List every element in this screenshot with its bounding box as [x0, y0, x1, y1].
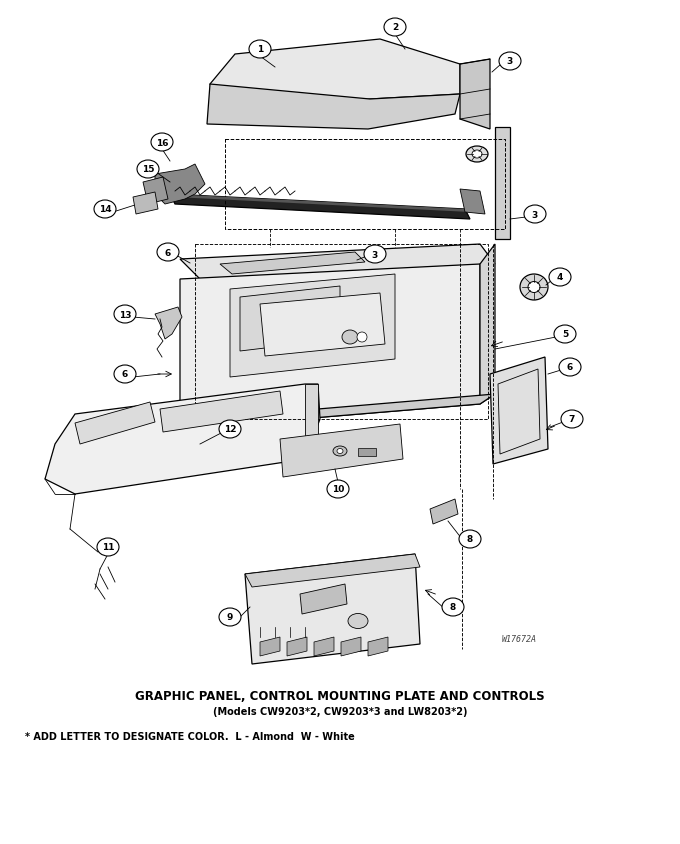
- Text: 8: 8: [467, 535, 473, 544]
- Ellipse shape: [549, 268, 571, 287]
- Text: 14: 14: [99, 205, 112, 214]
- Polygon shape: [260, 637, 280, 657]
- Polygon shape: [207, 85, 460, 130]
- Ellipse shape: [520, 274, 548, 300]
- Polygon shape: [490, 358, 548, 464]
- Polygon shape: [230, 274, 395, 377]
- Polygon shape: [495, 127, 510, 240]
- Text: (Models CW9203*2, CW9203*3 and LW8203*2): (Models CW9203*2, CW9203*3 and LW8203*2): [213, 706, 467, 717]
- Polygon shape: [75, 403, 155, 445]
- Text: 11: 11: [102, 543, 114, 552]
- Ellipse shape: [559, 359, 581, 376]
- Text: 8: 8: [450, 603, 456, 612]
- Text: 6: 6: [122, 370, 128, 379]
- Ellipse shape: [442, 598, 464, 616]
- Polygon shape: [160, 392, 283, 432]
- Text: 9: 9: [227, 613, 233, 622]
- Ellipse shape: [327, 480, 349, 499]
- Polygon shape: [155, 307, 182, 339]
- Ellipse shape: [348, 614, 368, 629]
- Polygon shape: [220, 252, 365, 274]
- Polygon shape: [180, 245, 495, 279]
- Polygon shape: [300, 584, 347, 614]
- Ellipse shape: [114, 306, 136, 323]
- Polygon shape: [245, 555, 420, 587]
- Polygon shape: [133, 192, 158, 214]
- Ellipse shape: [499, 53, 521, 71]
- Polygon shape: [314, 637, 334, 657]
- Polygon shape: [45, 385, 320, 495]
- Polygon shape: [305, 385, 318, 459]
- Ellipse shape: [97, 538, 119, 556]
- Polygon shape: [287, 637, 307, 657]
- Polygon shape: [460, 190, 485, 214]
- Ellipse shape: [342, 331, 358, 344]
- Ellipse shape: [528, 282, 540, 293]
- Ellipse shape: [554, 326, 576, 344]
- Ellipse shape: [219, 420, 241, 439]
- Ellipse shape: [337, 449, 343, 454]
- Text: 5: 5: [562, 330, 568, 339]
- Text: 13: 13: [119, 310, 131, 319]
- Text: 16: 16: [156, 138, 168, 148]
- Polygon shape: [155, 165, 205, 205]
- Text: GRAPHIC PANEL, CONTROL MOUNTING PLATE AND CONTROLS: GRAPHIC PANEL, CONTROL MOUNTING PLATE AN…: [135, 690, 545, 702]
- Ellipse shape: [466, 147, 488, 163]
- Polygon shape: [480, 245, 495, 404]
- Text: 3: 3: [507, 57, 513, 67]
- Polygon shape: [260, 294, 385, 356]
- Circle shape: [357, 333, 367, 343]
- Bar: [358, 448, 376, 457]
- Ellipse shape: [333, 446, 347, 457]
- Text: 6: 6: [567, 363, 573, 372]
- Text: 3: 3: [532, 210, 538, 219]
- Polygon shape: [210, 40, 460, 115]
- Ellipse shape: [219, 609, 241, 626]
- Text: 6: 6: [165, 248, 171, 257]
- Polygon shape: [368, 637, 388, 657]
- Ellipse shape: [524, 206, 546, 224]
- Text: 4: 4: [557, 273, 563, 282]
- Ellipse shape: [114, 365, 136, 383]
- Text: 1: 1: [257, 46, 263, 54]
- Polygon shape: [170, 195, 470, 219]
- Ellipse shape: [384, 19, 406, 37]
- Ellipse shape: [472, 151, 482, 159]
- Ellipse shape: [157, 244, 179, 262]
- Ellipse shape: [249, 41, 271, 59]
- Ellipse shape: [94, 201, 116, 219]
- Text: 7: 7: [568, 415, 575, 424]
- Text: 10: 10: [332, 485, 344, 494]
- Text: * ADD LETTER TO DESIGNATE COLOR.  L - Almond  W - White: * ADD LETTER TO DESIGNATE COLOR. L - Alm…: [25, 731, 355, 741]
- Ellipse shape: [151, 134, 173, 152]
- Polygon shape: [245, 555, 420, 664]
- Polygon shape: [180, 394, 495, 430]
- Text: 3: 3: [372, 250, 378, 259]
- Polygon shape: [240, 287, 340, 352]
- Polygon shape: [280, 425, 403, 478]
- Text: 2: 2: [392, 24, 398, 32]
- Polygon shape: [180, 265, 480, 430]
- Polygon shape: [460, 60, 490, 130]
- Ellipse shape: [561, 410, 583, 429]
- Text: 15: 15: [141, 165, 154, 175]
- Ellipse shape: [137, 161, 159, 179]
- Polygon shape: [143, 178, 168, 205]
- Ellipse shape: [364, 246, 386, 263]
- Polygon shape: [170, 195, 470, 213]
- Polygon shape: [341, 637, 361, 657]
- Text: 12: 12: [224, 425, 236, 434]
- Ellipse shape: [459, 530, 481, 549]
- Text: W17672A: W17672A: [502, 634, 537, 643]
- Polygon shape: [430, 500, 458, 524]
